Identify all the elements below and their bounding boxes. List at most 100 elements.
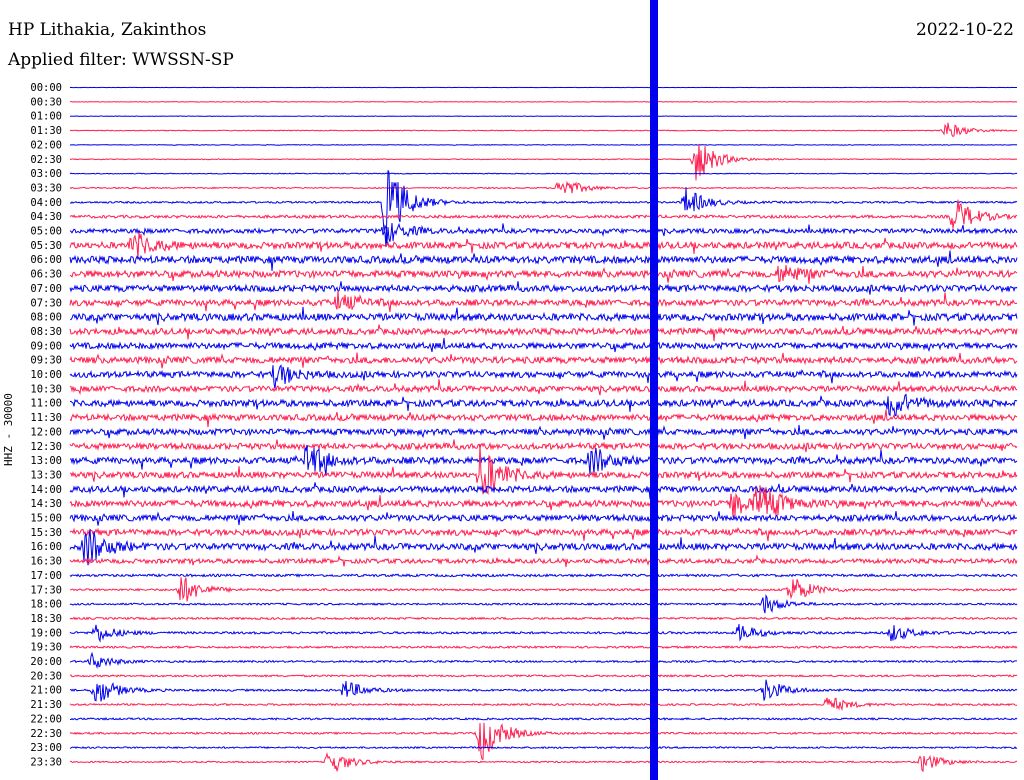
row-time-label: 08:30 [30, 326, 62, 338]
trace-row-2330 [69, 752, 1018, 773]
row-time-label: 22:00 [30, 713, 62, 725]
trace-row-1330 [70, 444, 1018, 496]
trace-row-1830 [69, 616, 1018, 621]
row-time-label: 23:30 [30, 756, 62, 768]
row-time-label: 20:00 [30, 656, 62, 668]
trace-row-1030 [69, 379, 1018, 396]
trace-row-0030 [70, 101, 1018, 103]
clipped-event-bar [650, 0, 658, 780]
trace-row-0600 [69, 250, 1018, 271]
row-time-label: 13:30 [30, 469, 62, 481]
row-time-label: 03:00 [30, 168, 62, 180]
row-time-label: 10:00 [30, 369, 62, 381]
row-time-label: 05:00 [30, 226, 62, 238]
row-time-label: 07:00 [30, 283, 62, 295]
row-time-label: 09:00 [30, 340, 62, 352]
row-time-label: 22:30 [30, 728, 62, 740]
trace-row-1630 [69, 554, 1018, 568]
row-time-label: 16:30 [30, 556, 62, 568]
row-time-label: 18:00 [30, 599, 62, 611]
trace-row-1530 [69, 526, 1018, 542]
trace-row-1600 [69, 529, 1018, 566]
row-time-label: 20:30 [30, 670, 62, 682]
trace-row-0400 [69, 170, 1018, 248]
row-time-label: 02:30 [30, 154, 62, 166]
station-title: HP Lithakia, Zakinthos [8, 20, 207, 40]
row-time-label: 13:00 [30, 455, 62, 467]
trace-row-0900 [69, 337, 1018, 353]
row-label-group: 00:00 00:30 01:00 01:30 02:00 02:30 03:00 03:30… [30, 82, 62, 768]
trace-row-2300 [69, 746, 1018, 750]
row-time-label: 15:30 [30, 527, 62, 539]
trace-row-0730 [69, 290, 1018, 313]
row-time-label: 01:00 [30, 111, 62, 123]
trace-row-2030 [69, 674, 1018, 678]
date-label: 2022-10-22 [915, 20, 1014, 40]
trace-row-2100 [69, 679, 1018, 702]
trace-row-1430 [69, 485, 1018, 518]
trace-row-1900 [69, 624, 1018, 643]
row-time-label: 19:00 [30, 627, 62, 639]
row-time-label: 17:00 [30, 570, 62, 582]
trace-row-0330 [69, 180, 1018, 194]
row-time-label: 06:30 [30, 269, 62, 281]
row-time-label: 03:30 [30, 182, 62, 194]
trace-row-1000 [69, 364, 1018, 390]
row-time-label: 18:30 [30, 613, 62, 625]
row-time-label: 14:00 [30, 484, 62, 496]
trace-row-1500 [69, 510, 1018, 526]
trace-row-1730 [69, 577, 1018, 602]
trace-row-2000 [69, 651, 1018, 670]
trace-row-0130 [69, 122, 1018, 138]
row-time-label: 01:30 [30, 125, 62, 137]
row-time-label: 04:00 [30, 197, 62, 209]
trace-row-1930 [69, 645, 1018, 650]
trace-row-0630 [69, 265, 1018, 284]
trace-row-0830 [69, 324, 1018, 342]
row-time-label: 12:00 [30, 426, 62, 438]
row-time-label: 21:00 [30, 685, 62, 697]
trace-group [69, 86, 1018, 773]
row-time-label: 00:30 [30, 96, 62, 108]
trace-row-0500 [69, 222, 1018, 244]
row-time-label: 15:00 [30, 513, 62, 525]
trace-row-1700 [69, 573, 1018, 578]
row-time-label: 19:30 [30, 642, 62, 654]
row-time-label: 21:30 [30, 699, 62, 711]
trace-row-1130 [69, 409, 1018, 428]
trace-row-1230 [69, 439, 1018, 453]
trace-row-1400 [69, 482, 1018, 499]
row-time-label: 12:30 [30, 441, 62, 453]
row-time-label: 11:30 [30, 412, 62, 424]
filter-label: Applied filter: WWSSN-SP [8, 50, 234, 70]
trace-row-0200 [69, 144, 1018, 146]
row-time-label: 09:30 [30, 355, 62, 367]
row-time-label: 11:00 [30, 398, 62, 410]
row-time-label: 05:30 [30, 240, 62, 252]
row-time-label: 17:30 [30, 584, 62, 596]
trace-row-1200 [69, 424, 1018, 440]
row-time-label: 04:30 [30, 211, 62, 223]
trace-row-0700 [69, 281, 1018, 295]
trace-row-0530 [69, 232, 1018, 259]
trace-row-0800 [69, 306, 1018, 326]
trace-row-0430 [69, 199, 1018, 229]
row-time-label: 23:00 [30, 742, 62, 754]
row-time-label: 14:30 [30, 498, 62, 510]
trace-row-2230 [69, 722, 1018, 760]
row-time-label: 08:00 [30, 312, 62, 324]
trace-row-0300 [69, 172, 1018, 175]
trace-row-0930 [69, 352, 1018, 369]
trace-row-2200 [69, 717, 1018, 721]
trace-row-1100 [69, 393, 1018, 417]
trace-row-2130 [69, 697, 1017, 712]
trace-row-0230 [69, 143, 1018, 181]
trace-row-1800 [69, 593, 1018, 614]
row-time-label: 06:00 [30, 254, 62, 266]
row-time-label: 00:00 [30, 82, 62, 94]
row-time-label: 16:00 [30, 541, 62, 553]
row-time-label: 02:00 [30, 139, 62, 151]
trace-row-1300 [69, 444, 1018, 476]
